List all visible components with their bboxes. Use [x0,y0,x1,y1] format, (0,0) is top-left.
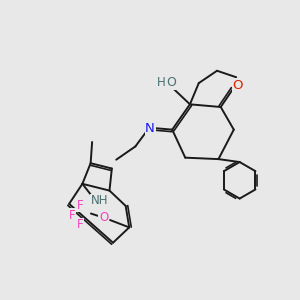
Text: O: O [99,211,108,224]
Text: F: F [68,208,75,221]
Text: H: H [157,76,166,89]
Text: F: F [76,218,83,231]
Text: O: O [167,76,176,89]
Text: NH: NH [90,194,108,207]
Text: F: F [76,199,83,212]
Text: O: O [232,79,243,92]
Text: N: N [145,122,155,135]
